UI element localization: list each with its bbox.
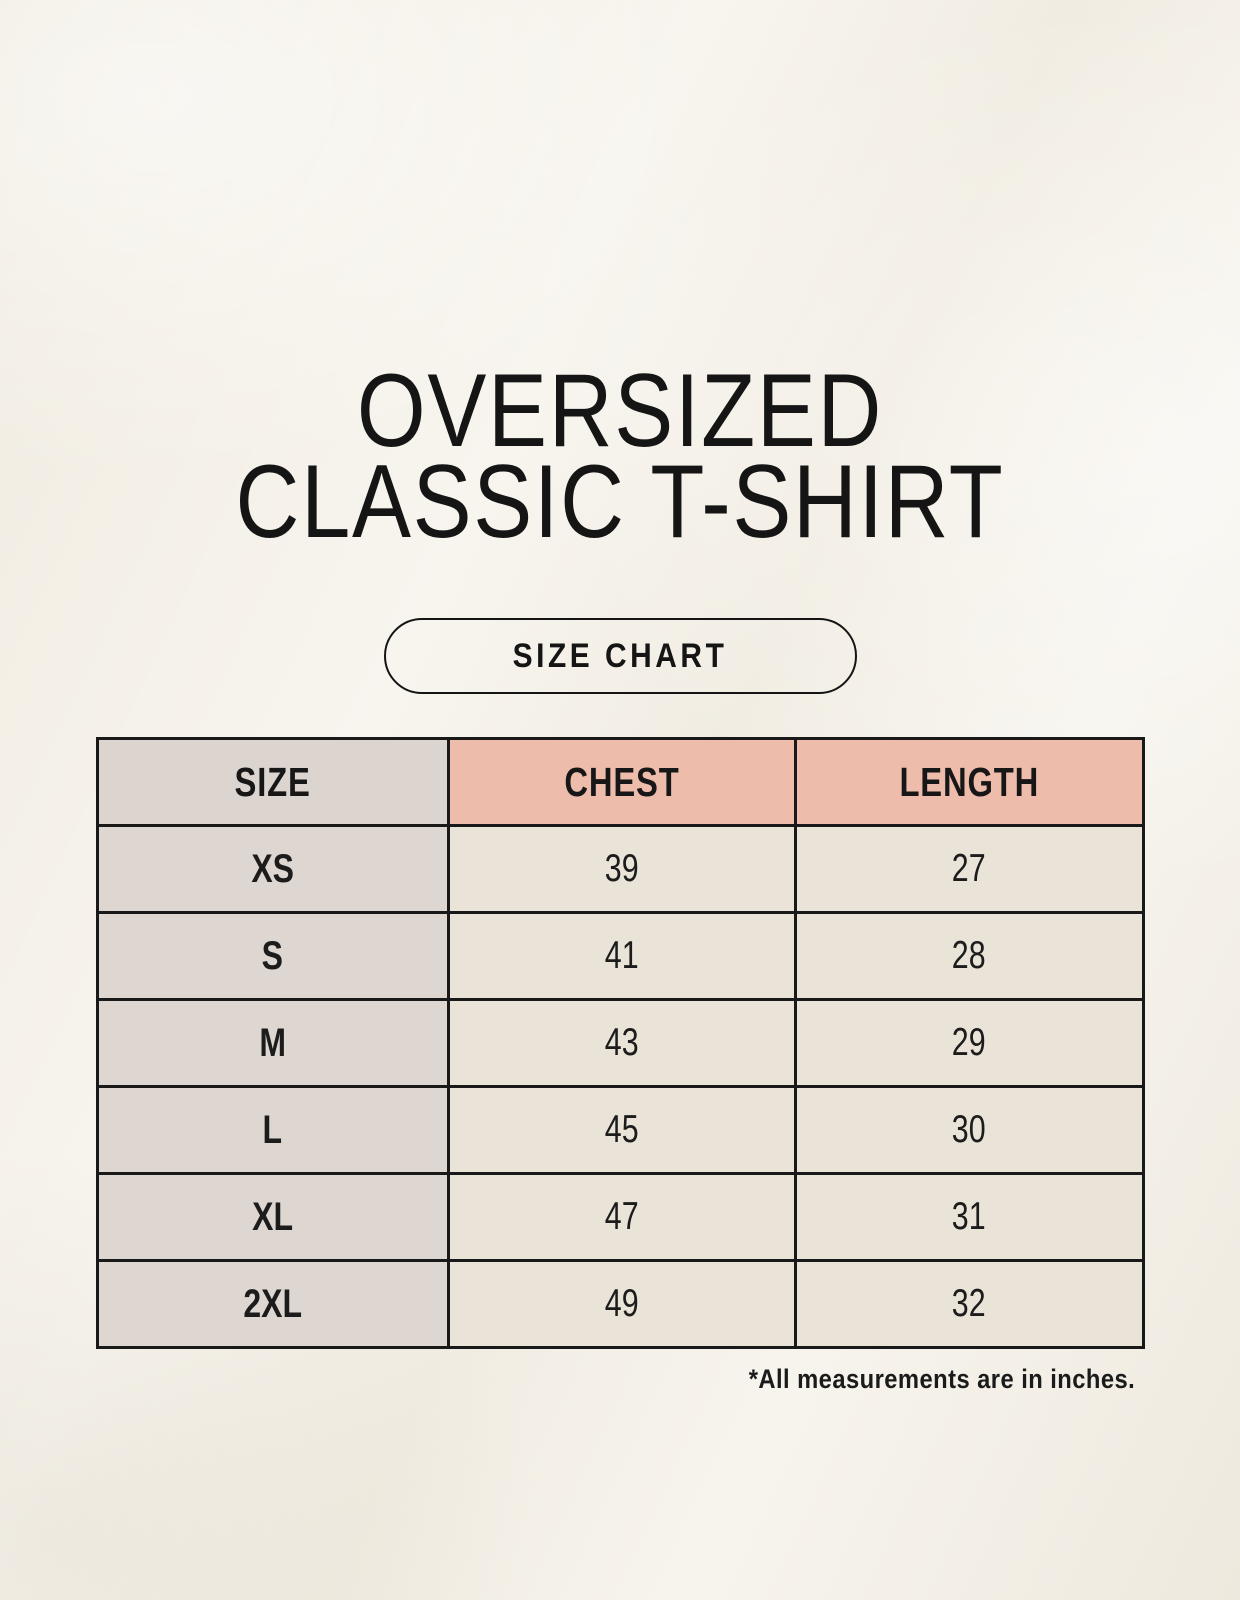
product-title: OVERSIZED CLASSIC T-SHIRT <box>0 352 1240 561</box>
chest-value: 41 <box>604 934 639 978</box>
size-label: 2XL <box>243 1281 302 1326</box>
length-value: 27 <box>952 847 986 891</box>
length-value: 30 <box>952 1108 986 1152</box>
chest-value: 49 <box>604 1282 639 1326</box>
size-label: XS <box>251 846 294 891</box>
length-value: 29 <box>952 1021 986 1065</box>
measurements-footnote-text: *All measurements are in inches. <box>748 1364 1135 1395</box>
table-row-m: M 43 29 <box>95 998 1145 1089</box>
table-header-row: SIZE CHEST LENGTH <box>95 737 1145 828</box>
table-row-l: L 45 30 <box>95 1085 1145 1176</box>
size-label: XL <box>252 1194 293 1239</box>
chest-value-cell: 47 <box>446 1172 797 1263</box>
length-value-cell: 27 <box>793 824 1145 915</box>
chest-value: 39 <box>604 847 639 891</box>
size-label: L <box>262 1107 283 1152</box>
column-header-size-label: SIZE <box>234 758 311 805</box>
measurements-footnote: *All measurements are in inches. <box>97 1364 1143 1395</box>
size-label-cell: XS <box>95 824 450 915</box>
length-value: 32 <box>952 1282 986 1326</box>
chest-value-cell: 45 <box>446 1085 797 1176</box>
chest-value-cell: 49 <box>446 1259 797 1350</box>
product-title-line1: OVERSIZED <box>356 352 884 469</box>
table-row-s: S 41 28 <box>95 911 1145 1002</box>
length-value: 31 <box>952 1195 986 1239</box>
column-header-size: SIZE <box>95 737 450 828</box>
chest-value-cell: 43 <box>446 998 797 1089</box>
size-label-cell: S <box>95 911 450 1002</box>
length-value-cell: 31 <box>793 1172 1145 1263</box>
size-chart-button[interactable]: SIZE CHART <box>383 618 857 695</box>
length-value-cell: 32 <box>793 1259 1145 1350</box>
size-label-cell: XL <box>95 1172 450 1263</box>
column-header-length-label: LENGTH <box>899 758 1039 805</box>
chest-value: 45 <box>604 1108 639 1152</box>
length-value: 28 <box>952 934 986 978</box>
size-label-cell: 2XL <box>95 1259 450 1350</box>
length-value-cell: 28 <box>793 911 1145 1002</box>
length-value-cell: 29 <box>793 998 1145 1089</box>
size-label: M <box>259 1020 286 1065</box>
size-label-cell: M <box>95 998 450 1089</box>
chest-value: 47 <box>604 1195 639 1239</box>
column-header-chest: CHEST <box>446 737 797 828</box>
column-header-length: LENGTH <box>793 737 1145 828</box>
product-title-line2: CLASSIC T-SHIRT <box>235 444 1005 561</box>
table-row-xl: XL 47 31 <box>95 1172 1145 1263</box>
chest-value-cell: 39 <box>446 824 797 915</box>
size-chart-button-label: SIZE CHART <box>512 636 728 675</box>
column-header-chest-label: CHEST <box>563 758 680 805</box>
length-value-cell: 30 <box>793 1085 1145 1176</box>
size-label-cell: L <box>95 1085 450 1176</box>
table-row-2xl: 2XL 49 32 <box>95 1259 1145 1350</box>
chest-value-cell: 41 <box>446 911 797 1002</box>
size-label: S <box>261 933 284 978</box>
chest-value: 43 <box>604 1021 639 1065</box>
table-row-xs: XS 39 27 <box>95 824 1145 915</box>
size-table: SIZE CHEST LENGTH XS 39 27 S 41 28 M 43 … <box>95 737 1145 1350</box>
